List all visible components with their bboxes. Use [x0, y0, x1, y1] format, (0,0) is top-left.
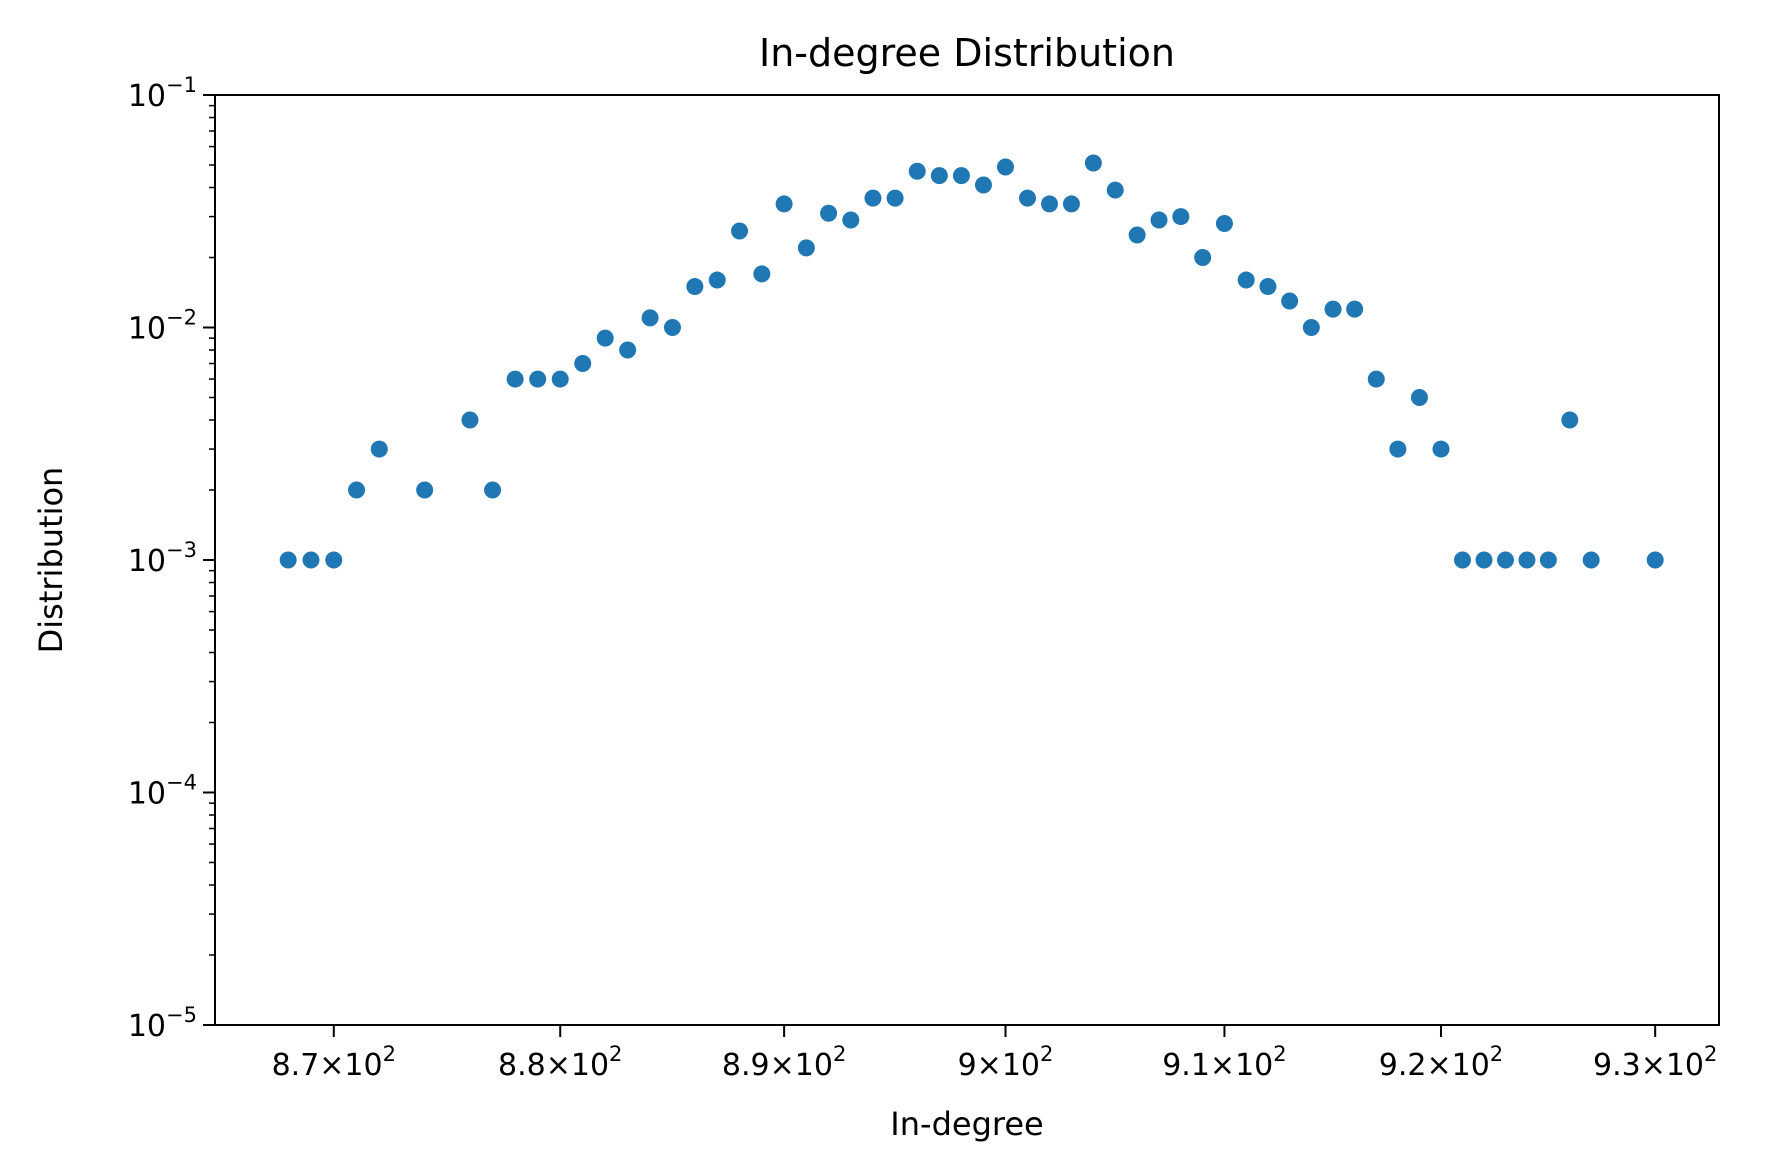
- plot-area: [215, 95, 1719, 1025]
- data-point: [1454, 551, 1472, 569]
- data-point: [686, 278, 704, 296]
- data-point: [663, 319, 681, 336]
- data-point: [1194, 249, 1212, 267]
- data-point: [279, 551, 297, 569]
- data-point: [1172, 208, 1190, 226]
- x-tick-label: 8.8×102: [498, 1042, 622, 1083]
- data-point: [529, 370, 547, 388]
- x-axis-ticks: 8.7×102 8.8×102 8.9×102 9×102 9.1×102 9.2×102…: [272, 1025, 1717, 1083]
- x-tick-label: 9.1×102: [1162, 1042, 1286, 1083]
- data-point: [325, 551, 343, 569]
- data-point: [484, 481, 502, 499]
- data-point: [370, 440, 388, 458]
- data-point: [1346, 300, 1364, 318]
- data-point: [506, 370, 524, 388]
- data-point: [596, 329, 614, 347]
- y-axis-ticks: 10−5 10−4 10−3 10−2 10−1: [128, 73, 215, 1044]
- data-point: [1432, 440, 1450, 458]
- data-point: [996, 158, 1014, 176]
- data-point: [1410, 388, 1428, 406]
- data-point: [930, 167, 948, 185]
- data-point: [952, 167, 970, 185]
- data-point: [1561, 411, 1579, 429]
- data-point: [1475, 551, 1493, 569]
- x-tick-label: 9.2×102: [1379, 1042, 1503, 1083]
- data-point: [1040, 195, 1058, 213]
- x-tick-label: 8.7×102: [272, 1042, 396, 1083]
- data-point: [1582, 551, 1600, 569]
- data-point: [753, 265, 771, 283]
- data-point: [1259, 278, 1277, 296]
- data-point: [1215, 215, 1233, 233]
- data-point: [775, 195, 793, 213]
- data-point: [1324, 300, 1342, 318]
- x-tick-label: 9.3×102: [1593, 1042, 1717, 1083]
- data-point: [1302, 319, 1320, 336]
- data-point: [1150, 211, 1168, 229]
- y-tick-label: 10−3: [128, 538, 197, 579]
- data-point: [886, 189, 904, 207]
- data-point: [302, 551, 320, 569]
- data-point: [1062, 195, 1080, 213]
- chart-title: In-degree Distribution: [759, 31, 1175, 75]
- plot-frame: [214, 94, 1720, 1026]
- data-point: [1539, 551, 1557, 569]
- data-point: [619, 341, 637, 359]
- data-point: [797, 239, 815, 257]
- data-point: [574, 355, 592, 373]
- y-tick-label: 10−2: [128, 306, 197, 347]
- data-point: [551, 370, 569, 388]
- data-point: [1518, 551, 1536, 569]
- y-tick-label: 10−4: [128, 771, 197, 812]
- data-point: [641, 309, 659, 327]
- data-point: [1367, 370, 1385, 388]
- data-point: [1106, 181, 1124, 199]
- data-point: [842, 211, 860, 229]
- scatter-points: [279, 154, 1664, 569]
- data-point: [1389, 440, 1407, 458]
- data-point: [461, 411, 479, 429]
- data-point: [1019, 189, 1037, 207]
- data-point: [416, 481, 434, 499]
- data-point: [348, 481, 366, 499]
- y-axis-label: Distribution: [32, 467, 70, 654]
- data-point: [820, 204, 838, 222]
- data-point: [1646, 551, 1664, 569]
- data-point: [1084, 154, 1102, 172]
- x-tick-label: 9×102: [958, 1042, 1054, 1083]
- data-point: [731, 222, 749, 240]
- data-point: [1128, 226, 1146, 244]
- data-point: [974, 176, 992, 194]
- x-axis-label: In-degree: [890, 1105, 1043, 1143]
- y-tick-label: 10−5: [128, 1003, 197, 1044]
- data-point: [864, 189, 882, 207]
- data-point: [1496, 551, 1514, 569]
- data-point: [1281, 292, 1299, 310]
- data-point: [1237, 271, 1255, 289]
- data-point: [708, 271, 726, 289]
- y-tick-label: 10−1: [128, 73, 197, 114]
- x-tick-label: 8.9×102: [722, 1042, 846, 1083]
- data-point: [908, 162, 926, 180]
